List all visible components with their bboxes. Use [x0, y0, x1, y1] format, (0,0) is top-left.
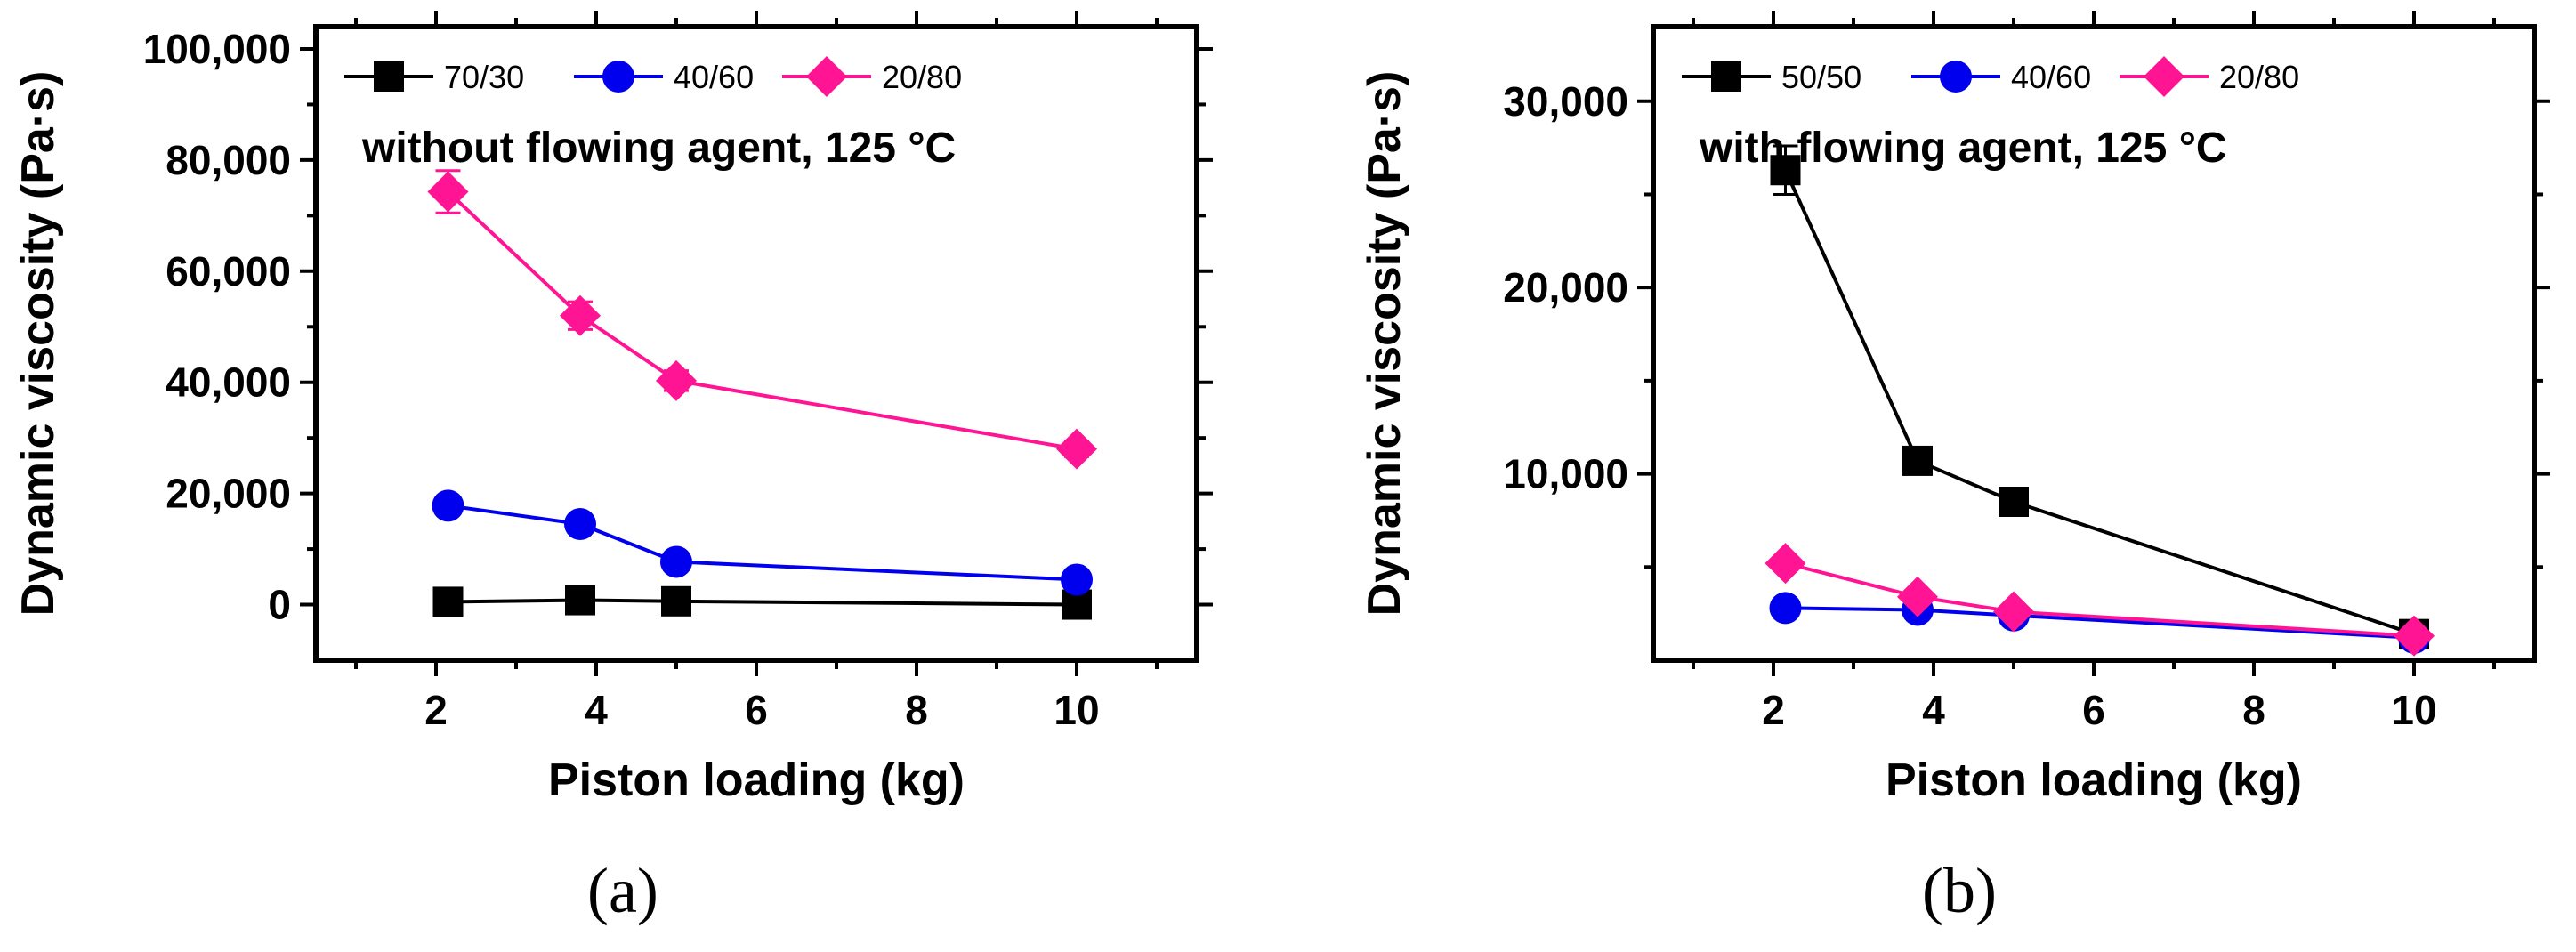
x-tick-label: 4	[585, 687, 608, 733]
legend-label: 40/60	[2011, 59, 2091, 95]
legend-marker-shape	[602, 61, 634, 93]
legend-marker	[374, 61, 404, 92]
y-tick-label: 60,000	[166, 248, 291, 294]
series-line-20-80	[447, 190, 1078, 451]
data-point-50-50	[1770, 155, 1801, 186]
series-line-50-50	[1783, 169, 2415, 636]
data-point-20-80	[1056, 428, 1097, 470]
legend-marker	[1940, 61, 1972, 93]
x-tick-label: 10	[1054, 687, 1099, 733]
legend-marker	[1711, 61, 1741, 92]
y-tick-label: 20,000	[166, 471, 291, 517]
data-point-40-60	[660, 545, 692, 578]
x-tick-label: 6	[745, 687, 768, 733]
x-tick-label: 8	[2242, 687, 2265, 733]
legend-marker	[806, 56, 847, 97]
data-point-40-60	[564, 507, 596, 540]
x-axis-title: Piston loading (kg)	[1886, 754, 2302, 806]
x-tick-label: 2	[1762, 687, 1785, 733]
data-point-20-80	[1993, 591, 2034, 633]
legend-marker-shape	[806, 56, 847, 97]
panel-label-a: (a)	[587, 855, 658, 926]
series-line-40-60	[448, 504, 1078, 582]
data-point-70-30	[565, 585, 595, 616]
legend-marker-shape	[2144, 56, 2184, 97]
legend-label: 40/60	[674, 59, 754, 95]
x-tick-label: 10	[2391, 687, 2436, 733]
chart-panel-a: 2 4 6 8 10 0 20,000 40,000 60,000 80,000 100,000 Pi…	[12, 11, 1213, 926]
y-axis-title: Dynamic viscosity (Pa·s)	[1359, 71, 1410, 617]
data-point-50-50	[1902, 445, 1933, 476]
data-point-20-80	[560, 294, 601, 336]
y-tick-label: 40,000	[166, 359, 291, 406]
legend-marker-shape	[1940, 61, 1972, 93]
series-line-20-80	[1785, 561, 2415, 638]
legend-label: 20/80	[2219, 59, 2299, 95]
data-point-20-80	[656, 359, 697, 401]
series-line-70-30	[448, 598, 1078, 607]
x-axis-title: Piston loading (kg)	[548, 754, 965, 806]
data-point-70-30	[432, 586, 464, 617]
x-tick-label: 8	[905, 687, 928, 733]
y-tick-label: 0	[268, 582, 291, 628]
legend-marker	[602, 61, 634, 93]
panel-label-b: (b)	[1922, 855, 1997, 926]
data-point-20-80	[2394, 615, 2435, 657]
x-tick-label: 6	[2082, 687, 2105, 733]
chart-a-svg: 2 4 6 8 10 0 20,000 40,000 60,000 80,000 100,000 Pi…	[12, 11, 1213, 806]
legend-marker	[2144, 56, 2184, 97]
data-point-20-80	[1897, 576, 1938, 617]
series-line-40-60	[1785, 606, 2415, 640]
y-tick-label: 100,000	[143, 26, 291, 72]
y-tick-label: 80,000	[166, 137, 291, 183]
x-tick-label: 4	[1922, 687, 1945, 733]
legend-label: 70/30	[444, 59, 524, 95]
y-tick-label: 20,000	[1503, 264, 1628, 311]
data-point-40-60	[1769, 592, 1802, 625]
data-point-40-60	[1061, 563, 1093, 596]
data-point-50-50	[1999, 487, 2029, 517]
y-tick-label: 10,000	[1503, 451, 1628, 497]
data-point-20-80	[427, 171, 469, 213]
legend-label: 20/80	[882, 59, 962, 95]
y-tick-label: 30,000	[1503, 78, 1628, 125]
chart-panel-b: 2 4 6 8 10 10,000 20,000 30,000 Piston loading (…	[1288, 0, 2576, 952]
y-axis-title: Dynamic viscosity (Pa·s)	[12, 71, 64, 617]
x-tick-label: 2	[424, 687, 448, 733]
data-point-20-80	[1764, 543, 1806, 585]
legend-marker-shape	[374, 61, 404, 92]
chart-b-svg: 2 4 6 8 10 10,000 20,000 30,000 Piston loading (…	[1359, 11, 2550, 806]
data-point-70-30	[661, 585, 691, 617]
legend-label: 50/50	[1781, 59, 1861, 95]
data-point-40-60	[432, 489, 464, 522]
chart-annotation: without flowing agent, 125 °C	[361, 125, 956, 172]
legend-marker-shape	[1711, 61, 1741, 92]
